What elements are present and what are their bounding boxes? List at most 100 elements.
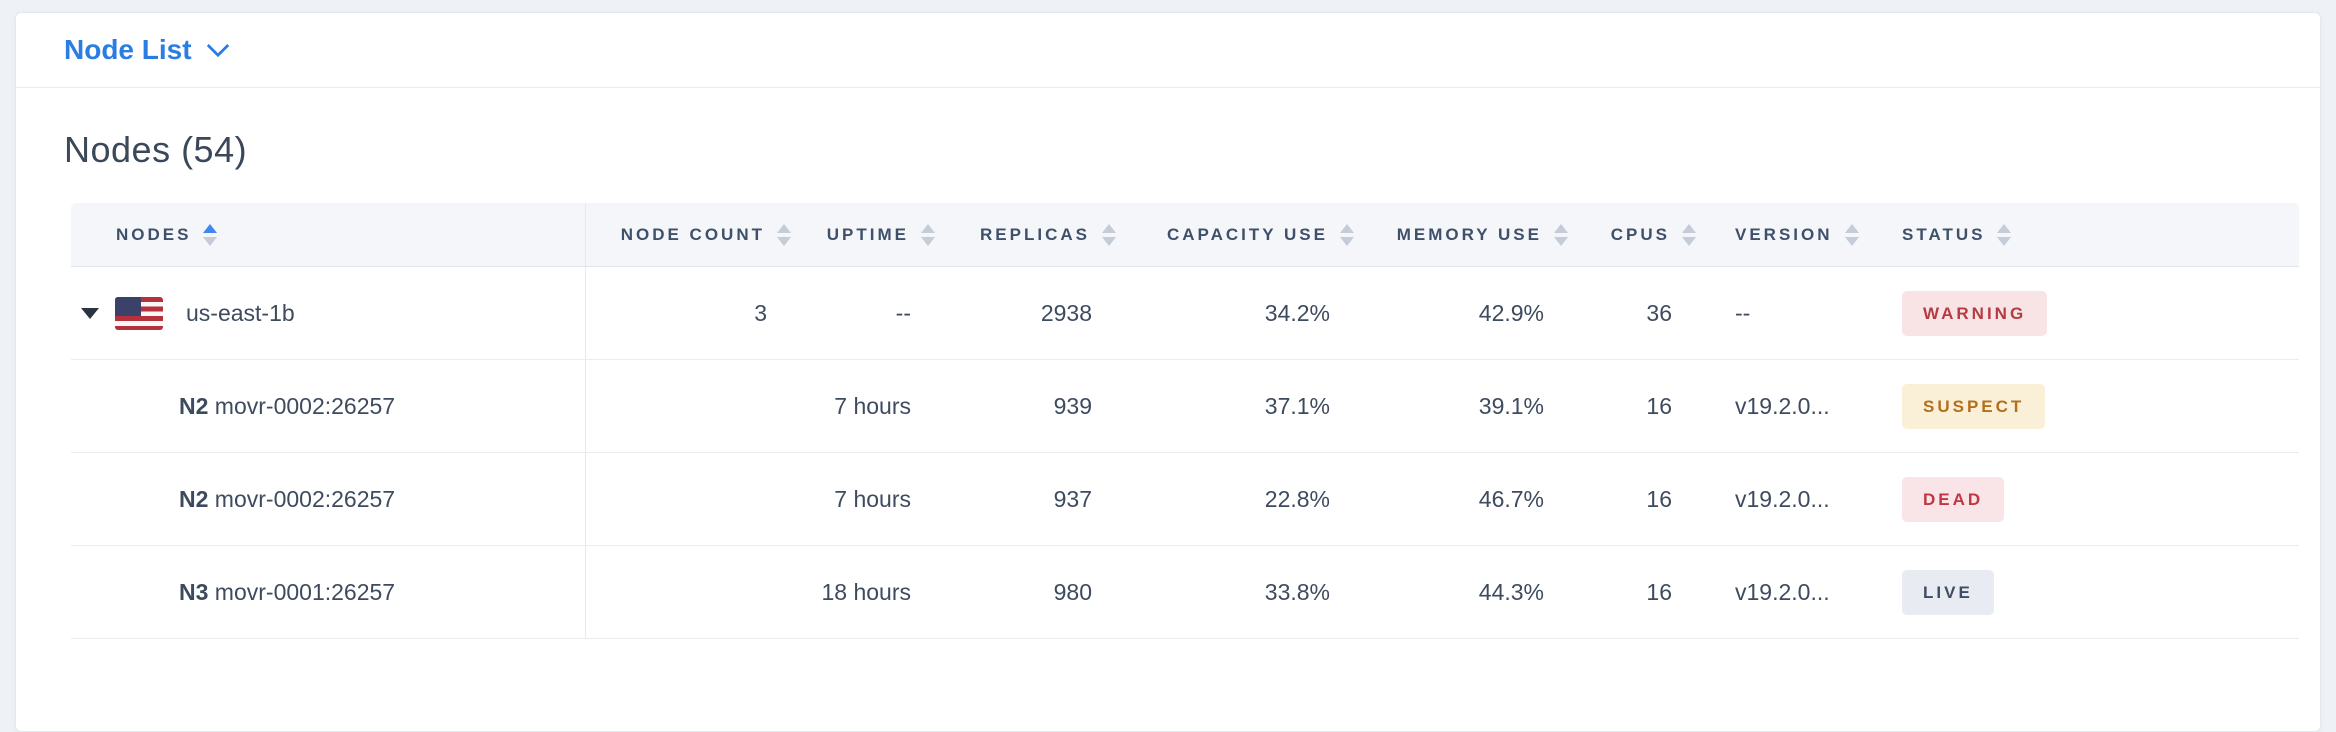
region-name: us-east-1b <box>186 299 295 326</box>
cell-uptime: 7 hours <box>834 485 911 512</box>
column-header-cpus[interactable]: CPUS <box>1570 203 1698 266</box>
sort-down-arrow <box>203 236 218 246</box>
cell-uptime: -- <box>895 299 911 326</box>
sort-down-arrow <box>1682 236 1696 246</box>
us-flag-icon <box>115 296 163 330</box>
status-badge: LIVE <box>1902 569 1994 615</box>
sort-icon[interactable] <box>1844 223 1859 246</box>
sort-up-arrow <box>1997 223 2012 233</box>
node-list-dropdown-label: Node List <box>64 34 192 65</box>
sort-down-arrow <box>1997 236 2012 246</box>
cell-status: WARNING <box>1881 267 2299 359</box>
cell-node_count <box>586 360 793 452</box>
sort-icon[interactable] <box>777 223 791 246</box>
sort-up-arrow <box>1844 223 1859 233</box>
cell-nodes: N2 movr-0002:26257 <box>71 453 586 545</box>
column-header-label: VERSION <box>1735 224 1833 244</box>
cell-replicas: 937 <box>1053 485 1092 512</box>
sort-up-arrow <box>1554 223 1568 233</box>
node-list-card: Node List Nodes (54) NODES NODE COUNT UPTI… <box>15 12 2321 732</box>
cell-capacity_use: 22.8% <box>1264 485 1330 512</box>
cell-nodes: N3 movr-0001:26257 <box>71 546 586 638</box>
node-list-dropdown[interactable]: Node List <box>64 34 229 66</box>
sort-up-arrow <box>1340 223 1354 233</box>
card-header: Node List <box>16 13 2320 88</box>
flag-canton <box>115 296 141 316</box>
chevron-down-icon <box>206 34 229 58</box>
table-row-region[interactable]: us-east-1b 3 -- 2938 34.2% 42.9% 36 -- WARNING <box>71 267 2299 360</box>
column-header-label: STATUS <box>1902 224 1986 244</box>
column-header-label: CPUS <box>1610 224 1670 244</box>
cell-node_count <box>586 453 793 545</box>
sort-icon[interactable] <box>921 223 935 246</box>
cell-memory_use: 39.1% <box>1478 392 1544 419</box>
column-header-label: UPTIME <box>826 224 909 244</box>
cell-replicas: 2938 <box>1040 299 1092 326</box>
cell-memory_use: 44.3% <box>1478 578 1544 605</box>
column-header-nodes[interactable]: NODES <box>71 203 586 266</box>
column-header-label: NODE COUNT <box>620 224 765 244</box>
column-header-replicas[interactable]: REPLICAS <box>937 203 1118 266</box>
sort-up-arrow <box>921 223 935 233</box>
cell-node_count <box>586 546 793 638</box>
sort-icon[interactable] <box>1682 223 1696 246</box>
column-header-node_count[interactable]: NODE COUNT <box>586 203 793 266</box>
card-body: Nodes (54) NODES NODE COUNT UPTIME REPLICAS… <box>16 128 2320 639</box>
cell-memory_use: 42.9% <box>1478 299 1544 326</box>
sort-down-arrow <box>1844 236 1859 246</box>
cell-version: v19.2.0... <box>1735 392 1830 419</box>
cell-nodes: us-east-1b <box>71 267 586 359</box>
cell-cpus: 16 <box>1646 392 1672 419</box>
node-id: N3 <box>179 578 209 605</box>
cell-capacity_use: 33.8% <box>1264 578 1330 605</box>
nodes-table: NODES NODE COUNT UPTIME REPLICAS CAPACITY US… <box>71 203 2299 639</box>
cell-capacity_use: 34.2% <box>1264 299 1330 326</box>
sort-down-arrow <box>1102 236 1116 246</box>
cell-memory_use: 46.7% <box>1478 485 1544 512</box>
column-header-label: CAPACITY USE <box>1166 224 1328 244</box>
sort-icon[interactable] <box>1340 223 1354 246</box>
column-header-version[interactable]: VERSION <box>1698 203 1881 266</box>
cell-uptime: 18 hours <box>821 578 911 605</box>
cell-status: LIVE <box>1881 546 2299 638</box>
cell-cpus: 16 <box>1646 578 1672 605</box>
cell-version: v19.2.0... <box>1735 485 1830 512</box>
status-badge: SUSPECT <box>1902 383 2046 429</box>
status-badge: WARNING <box>1902 290 2048 336</box>
table-row-node[interactable]: N3 movr-0001:26257 18 hours 980 33.8% 44.3% 1… <box>71 546 2299 639</box>
cell-cpus: 36 <box>1646 299 1672 326</box>
cell-node_count: 3 <box>754 299 767 326</box>
column-header-uptime[interactable]: UPTIME <box>793 203 937 266</box>
column-header-status[interactable]: STATUS <box>1881 203 2299 266</box>
node-name: N3 movr-0001:26257 <box>179 578 396 605</box>
cell-nodes: N2 movr-0002:26257 <box>71 360 586 452</box>
cell-status: DEAD <box>1881 453 2299 545</box>
sort-icon[interactable] <box>203 223 218 246</box>
column-header-label: MEMORY USE <box>1396 224 1542 244</box>
sort-up-arrow <box>777 223 791 233</box>
cell-replicas: 980 <box>1053 578 1092 605</box>
cell-replicas: 939 <box>1053 392 1092 419</box>
table-body: us-east-1b 3 -- 2938 34.2% 42.9% 36 -- WARNING N2… <box>71 267 2299 639</box>
column-header-label: NODES <box>116 224 192 244</box>
cell-capacity_use: 37.1% <box>1264 392 1330 419</box>
sort-down-arrow <box>1554 236 1568 246</box>
status-badge: DEAD <box>1902 476 2005 522</box>
sort-up-arrow <box>1682 223 1696 233</box>
sort-icon[interactable] <box>1997 223 2012 246</box>
table-row-node[interactable]: N2 movr-0002:26257 7 hours 939 37.1% 39.1% 16… <box>71 360 2299 453</box>
column-header-memory_use[interactable]: MEMORY USE <box>1356 203 1570 266</box>
column-header-capacity_use[interactable]: CAPACITY USE <box>1118 203 1356 266</box>
cell-version: v19.2.0... <box>1735 578 1830 605</box>
node-id: N2 <box>179 485 209 512</box>
sort-down-arrow <box>921 236 935 246</box>
sort-up-arrow <box>1102 223 1116 233</box>
expand-caret-icon[interactable] <box>81 307 99 319</box>
sort-icon[interactable] <box>1102 223 1116 246</box>
sort-down-arrow <box>777 236 791 246</box>
cell-cpus: 16 <box>1646 485 1672 512</box>
node-name: N2 movr-0002:26257 <box>179 485 396 512</box>
sort-icon[interactable] <box>1554 223 1568 246</box>
sort-down-arrow <box>1340 236 1354 246</box>
table-row-node[interactable]: N2 movr-0002:26257 7 hours 937 22.8% 46.7% 16… <box>71 453 2299 546</box>
